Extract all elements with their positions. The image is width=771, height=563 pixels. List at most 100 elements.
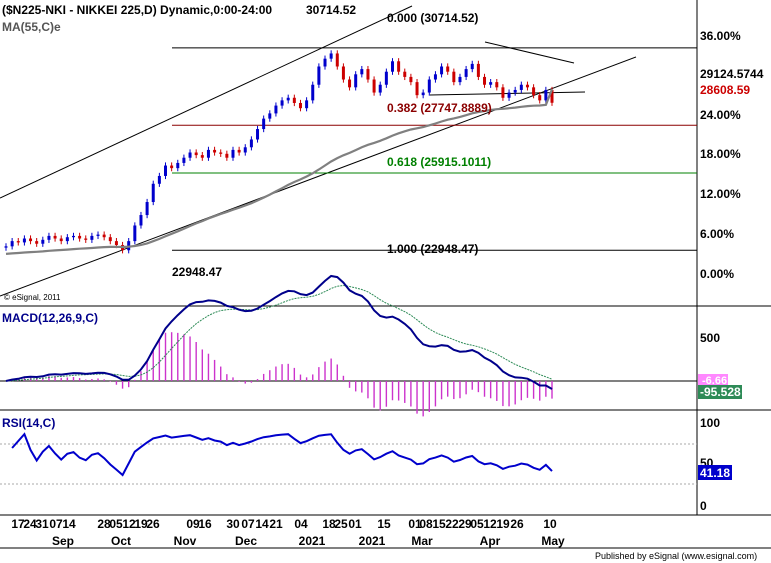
candle-body (495, 82, 499, 88)
candle-body (532, 87, 536, 96)
candle-body (151, 183, 155, 203)
candle-body (415, 82, 419, 96)
candle-body (164, 165, 168, 176)
month-tick-label: 2021 (299, 534, 326, 548)
candle-body (464, 69, 468, 77)
candle-body (390, 61, 394, 72)
close-value-tag: 28608.59 (700, 83, 750, 97)
macd-signal-tag: -6.66 (702, 375, 727, 387)
day-tick-label: 31 (35, 517, 49, 531)
month-tick-label: Oct (111, 534, 131, 548)
candle-body (280, 100, 284, 106)
day-tick-label: 24 (23, 517, 37, 531)
rsi-title: RSI(14,C) (2, 416, 55, 430)
candle-body (366, 69, 370, 80)
candle-body (133, 225, 137, 242)
candle-body (145, 202, 149, 216)
candle-body (249, 139, 253, 148)
candle-body (78, 235, 82, 239)
candle-body (231, 149, 235, 158)
price-tick: 18.00% (700, 147, 741, 161)
candle-body (544, 89, 548, 101)
candle-body (513, 89, 517, 93)
candle-body (329, 53, 333, 59)
candle-body (206, 149, 210, 158)
candle-body (403, 71, 407, 77)
candle-body (10, 241, 14, 247)
price-tick: 6.00% (700, 227, 734, 241)
candle-body (538, 95, 542, 101)
candle-body (372, 79, 376, 93)
candle-body (384, 71, 388, 85)
candle-body (213, 149, 217, 153)
rsi-value-tag-bg (698, 465, 732, 480)
candle-body (59, 238, 63, 242)
day-tick-label: 08 (419, 517, 433, 531)
candle-body (458, 76, 462, 83)
candle-body (71, 235, 75, 238)
day-tick-label: 19 (496, 517, 510, 531)
day-tick-label: 07 (241, 517, 255, 531)
candle-body (84, 238, 88, 240)
candle-body (348, 79, 352, 88)
day-tick-label: 16 (198, 517, 212, 531)
candle-body (446, 66, 450, 72)
day-tick-label: 29 (458, 517, 472, 531)
day-tick-label: 18 (322, 517, 336, 531)
triangle-upper-line (484, 41, 575, 64)
month-tick-label: Apr (480, 534, 501, 548)
candle-body (225, 153, 229, 158)
macd-histogram (11, 332, 553, 417)
candle-body (433, 74, 437, 80)
candle-body (470, 63, 474, 70)
candle-body (317, 66, 321, 85)
candle-body (256, 129, 260, 140)
candle-body (409, 76, 413, 83)
day-tick-label: 14 (255, 517, 269, 531)
triangle-lower-line (429, 91, 586, 96)
candle-body (243, 147, 247, 153)
copyright: © eSignal, 2011 (4, 293, 61, 302)
day-tick-label: 04 (294, 517, 308, 531)
candle-body (483, 76, 487, 85)
day-tick-label: 05 (109, 517, 123, 531)
day-tick-label: 10 (543, 517, 557, 531)
day-tick-label: 22 (445, 517, 459, 531)
channel-upper-line (0, 5, 413, 199)
candle-body (360, 69, 364, 75)
month-tick-label: 2021 (359, 534, 386, 548)
rsi-line (11, 432, 553, 477)
candle-body (237, 149, 241, 153)
candle-body (378, 84, 382, 93)
fibonacci-lines (172, 47, 697, 251)
close-value-tag-bg (698, 82, 768, 97)
candle-body (35, 241, 39, 244)
day-tick-label: 15 (377, 517, 391, 531)
day-tick-label: 14 (62, 517, 76, 531)
candle-body (22, 238, 26, 243)
candle-body (139, 215, 143, 226)
day-tick-label: 05 (470, 517, 484, 531)
day-tick-label: 28 (97, 517, 111, 531)
candle-body (170, 165, 174, 169)
candle-body (421, 92, 425, 96)
day-tick-label: 17 (11, 517, 25, 531)
candle-body (219, 152, 223, 154)
candle-body (323, 58, 327, 67)
candle-body (268, 113, 272, 119)
macd-line (5, 274, 553, 390)
fib-label-618: 0.618 (25915.1011) (387, 155, 491, 169)
candle-body (200, 155, 204, 158)
candle-body (427, 79, 431, 93)
candle-body (108, 237, 112, 242)
candle-body (262, 118, 266, 130)
candle-body (176, 162, 180, 169)
candle-body (157, 175, 161, 184)
day-tick-label: 01 (348, 517, 362, 531)
candle-body (354, 74, 358, 88)
day-tick-label: 30 (226, 517, 240, 531)
candle-body (335, 53, 339, 67)
day-tick-label: 07 (49, 517, 63, 531)
candle-body (188, 152, 192, 158)
